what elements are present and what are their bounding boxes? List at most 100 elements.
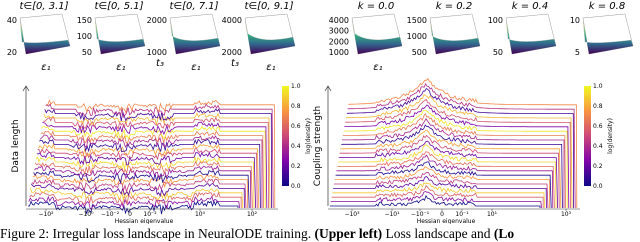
x-axis-label: Hessian eigenvalue	[417, 218, 476, 224]
panel-title: t∈[0, 3.1]	[19, 1, 68, 12]
panel-title: k = 0.2	[436, 1, 472, 12]
axis-arrow	[324, 85, 332, 92]
spectrum-curve	[45, 103, 274, 209]
colorbar-tick-label: 0.2	[593, 163, 603, 170]
surface-edge	[429, 19, 479, 41]
spectrum-curve	[44, 107, 272, 209]
spectrum-curve	[339, 134, 560, 209]
spectrum-curve	[30, 183, 245, 209]
surface-edge	[19, 19, 69, 43]
surface-edge	[244, 19, 294, 40]
panel-title: t∈[0, 9.1]	[244, 1, 293, 12]
surface	[20, 20, 70, 54]
surface-edge	[582, 19, 632, 43]
z-tick-label: 500	[412, 48, 427, 57]
z-tick-label: 50	[82, 48, 92, 57]
colorbar-tick-label: 0.2	[291, 163, 301, 170]
colorbar-tick-label: 0.0	[291, 183, 301, 190]
x-tick-label: −10⁻²	[101, 211, 120, 218]
x-tick-label: 10⁻²	[143, 211, 157, 218]
spectrum-curve	[29, 191, 242, 209]
colorbar-tick-label: 0.0	[593, 183, 603, 190]
spectrum-curve	[330, 190, 542, 209]
spectrum-curve	[346, 87, 574, 209]
spectrum-curve	[36, 151, 256, 209]
spectrum-curve	[342, 118, 565, 208]
x-tick-label: 10³	[561, 211, 572, 218]
colorbar-label: log(density)	[607, 118, 614, 154]
x-tick-label: −10²	[38, 211, 54, 218]
x-axis-label: ε₁	[191, 62, 200, 73]
spectrum-curve	[30, 187, 244, 209]
caption-bold: (Lo	[493, 226, 515, 241]
spectrum-curve	[340, 129, 562, 209]
colorbar-tick-label: 0.8	[593, 103, 603, 110]
x-axis-label: Hessian eigenvalue	[115, 218, 174, 224]
spectrum-curve	[28, 195, 240, 210]
x-tick-label: −10¹	[384, 211, 400, 218]
spectrum-curve	[342, 112, 566, 209]
spectrum-curve	[332, 182, 546, 209]
z-tick-label: 2000	[147, 16, 167, 25]
colorbar-tick-label: 0.6	[291, 123, 301, 130]
z-tick-label: 3000	[329, 27, 349, 36]
z-tick-label: 5	[575, 48, 580, 57]
spectrum-curve	[32, 174, 248, 209]
z-tick-label: 1000	[147, 48, 167, 57]
surface	[352, 20, 402, 54]
y-axis-label: t₃	[156, 58, 164, 69]
colorbar-tick-label: 0.6	[593, 123, 603, 130]
spectrum-curve	[31, 178, 247, 209]
spectrum-curve	[42, 121, 268, 209]
caption-text: Loss landscape and	[385, 226, 491, 241]
surface	[170, 20, 220, 54]
spectrum-curve	[346, 93, 573, 209]
spectrum-curve	[335, 161, 552, 209]
z-tick-label: 2000	[329, 37, 349, 46]
x-axis-label: ε₁	[373, 62, 382, 73]
x-tick-label: −10⁰	[78, 211, 94, 218]
y-axis-label: Data length	[11, 119, 21, 172]
panel-title: k = 0.4	[512, 1, 548, 12]
spectrum-curve	[344, 104, 570, 209]
x-tick-label: −10³	[344, 211, 360, 218]
spectrum-curve	[334, 166, 550, 209]
caption-label: Figure 2:	[0, 226, 50, 241]
surface	[95, 20, 145, 54]
colorbar-tick-label: 0.8	[291, 103, 301, 110]
x-tick-label: 10²	[247, 211, 258, 218]
panel-title: t∈[0, 5.1]	[94, 1, 143, 12]
z-tick-label: 4000	[329, 16, 349, 25]
x-axis-label: ε₁	[41, 62, 50, 73]
spectrum-curve	[345, 98, 571, 209]
surface-edge	[169, 19, 219, 41]
spectrum-curve	[34, 165, 252, 209]
spectrum-curve	[333, 175, 547, 209]
spectrum-curve	[347, 82, 576, 209]
spectrum-curve	[34, 160, 253, 209]
y-axis-label: t₃	[231, 58, 239, 69]
caption: Figure 2: Irregular loss landscape in Ne…	[0, 226, 640, 242]
x-tick-label: 10¹	[487, 211, 498, 218]
panel-title: t∈[0, 7.1]	[169, 1, 218, 12]
z-tick-label: 4000	[222, 16, 242, 25]
z-tick-label: 100	[77, 32, 92, 41]
z-tick-label: 40	[7, 16, 17, 25]
z-tick-label: 1000	[329, 48, 349, 57]
panel-title: k = 0.8	[589, 1, 625, 12]
surface-edge	[505, 19, 555, 42]
surface-edge	[351, 19, 401, 40]
spectrum-curve	[334, 171, 549, 209]
x-tick-label: 0	[440, 211, 444, 218]
z-tick-label: 100	[488, 16, 503, 25]
x-axis-label: ε₁	[266, 62, 275, 73]
spectrum-curve	[40, 130, 264, 209]
spectrum-curve	[43, 116, 269, 209]
spectrum-curve	[37, 147, 258, 209]
spectrum-curve	[46, 99, 276, 209]
caption-bold: (Upper left)	[314, 226, 383, 241]
y-axis-label: Coupling strength	[313, 106, 323, 186]
z-tick-label: 20	[7, 48, 17, 57]
